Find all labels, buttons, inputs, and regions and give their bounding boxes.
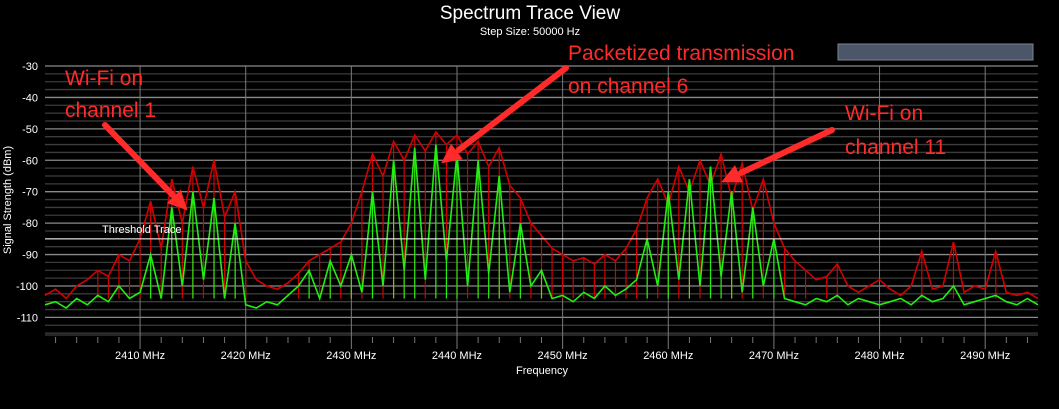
annotation-ch6-line2: on channel 6 <box>568 75 688 98</box>
y-tick-label: -30 <box>22 61 38 73</box>
y-tick-label: -50 <box>22 124 38 136</box>
x-tick-label: 2450 MHz <box>538 350 588 362</box>
axis-ticks: 2410 MHz 2420 MHz 2430 MHz 2440 MHz 2450 MHz… <box>16 61 1028 362</box>
annotations: Wi-Fi on channel 1 Packetized transmissi… <box>65 42 946 211</box>
x-tick-label: 2470 MHz <box>749 350 799 362</box>
arrow-head-icon <box>166 189 188 211</box>
x-tick-label: 2440 MHz <box>432 350 482 362</box>
arrow-head-icon <box>721 165 744 183</box>
annotation-arrow-shaft <box>455 65 569 154</box>
annotation-ch1-line2: channel 1 <box>65 99 156 122</box>
annotation-arrow-shaft <box>102 122 176 198</box>
annotation-ch11-line1: Wi-Fi on <box>845 102 923 125</box>
x-axis-label: Frequency <box>516 365 568 377</box>
series-group <box>44 130 1039 309</box>
y-tick-label: -100 <box>16 281 38 293</box>
y-tick-label: -40 <box>22 92 38 104</box>
x-tick-label: 2480 MHz <box>854 350 904 362</box>
x-tick-label: 2460 MHz <box>643 350 693 362</box>
x-tick-label: 2410 MHz <box>115 350 165 362</box>
chart-title: Spectrum Trace View <box>440 3 621 24</box>
y-tick-label: -90 <box>22 250 38 262</box>
y-axis-label: Signal Strength (dBm) <box>2 146 14 254</box>
threshold-label: Threshold Trace <box>102 224 181 236</box>
x-tick-label: 2420 MHz <box>221 350 271 362</box>
x-tick-label: 2430 MHz <box>326 350 376 362</box>
annotation-arrow-shaft <box>737 127 835 176</box>
y-tick-label: -110 <box>17 312 38 324</box>
legend-box <box>837 43 1034 61</box>
chart-subtitle: Step Size: 50000 Hz <box>480 26 580 38</box>
y-tick-label: -80 <box>22 218 38 230</box>
annotation-ch6-line1: Packetized transmission <box>568 42 794 65</box>
annotation-ch1-line1: Wi-Fi on <box>65 67 143 90</box>
arrow-head-icon <box>441 143 463 164</box>
x-tick-label: 2490 MHz <box>960 350 1010 362</box>
annotation-ch11-line2: channel 11 <box>845 136 946 159</box>
y-tick-label: -60 <box>22 155 38 167</box>
y-tick-label: -70 <box>22 187 38 199</box>
